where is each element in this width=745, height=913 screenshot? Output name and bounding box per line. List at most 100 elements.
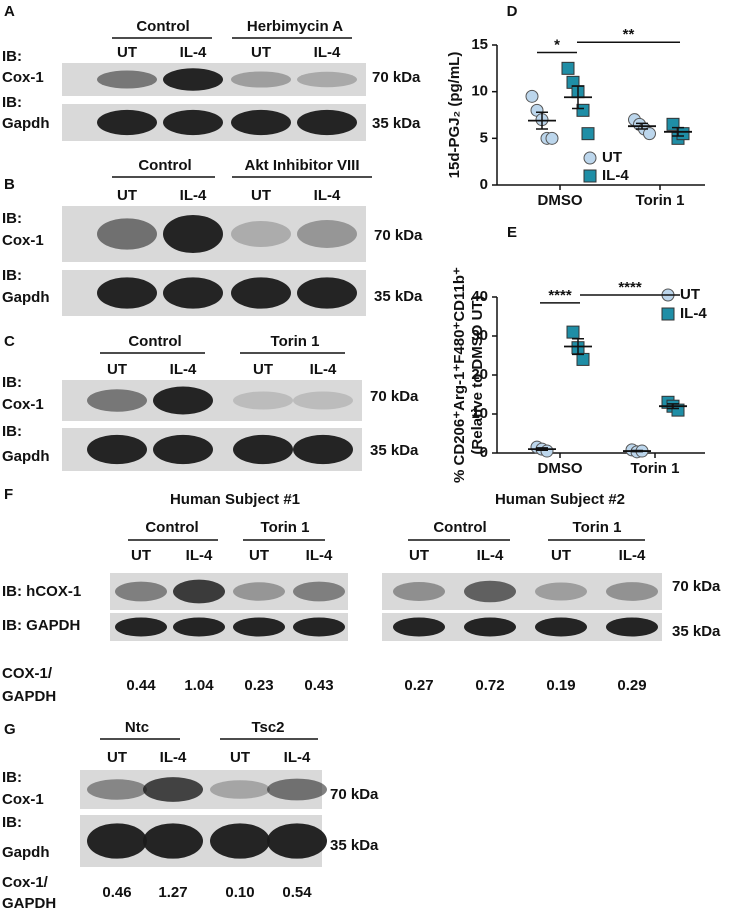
y-tick-label: 10 — [471, 405, 488, 422]
group-label: Control — [136, 18, 189, 35]
lane-label: IL-4 — [186, 547, 213, 564]
y-axis-sublabel: (Relative to DMSO UT) — [469, 295, 486, 454]
group-label: Tsc2 — [251, 719, 284, 736]
band — [464, 580, 516, 603]
band — [97, 70, 157, 89]
lane-label: UT — [253, 361, 273, 378]
y-tick-label: 15 — [471, 36, 488, 53]
y-tick-label: 5 — [480, 129, 488, 146]
blot — [382, 573, 662, 610]
panel-label: G — [4, 721, 16, 738]
error-bar — [572, 85, 584, 110]
row-label: IB: GAPDH — [2, 617, 80, 634]
group-label: Control — [433, 519, 486, 536]
ratio-value: 0.43 — [304, 677, 333, 694]
size-label: 70 kDa — [672, 578, 721, 595]
protein-label: Gapdh — [2, 844, 50, 861]
x-tick-label: Torin 1 — [631, 460, 680, 477]
group-label: Torin 1 — [573, 519, 622, 536]
band — [233, 434, 293, 465]
band — [535, 617, 587, 637]
group-label: Control — [145, 519, 198, 536]
band — [173, 617, 225, 637]
band — [393, 582, 445, 601]
band — [606, 617, 658, 637]
ratio-value: 0.44 — [126, 677, 156, 694]
band — [115, 617, 167, 637]
row-label: IB: hCOX-1 — [2, 583, 81, 600]
data-point — [561, 61, 575, 75]
ib-label: IB: — [2, 48, 22, 65]
data-point — [545, 131, 559, 145]
band — [231, 221, 291, 247]
band — [210, 823, 270, 859]
significance-label: **** — [548, 287, 572, 304]
data-point — [581, 127, 595, 141]
lane-label: IL-4 — [180, 44, 207, 61]
lane-label: IL-4 — [314, 187, 341, 204]
lane-label: IL-4 — [306, 547, 333, 564]
lane-label: IL-4 — [477, 547, 504, 564]
ratio-value: 0.19 — [546, 677, 575, 694]
data-point — [643, 127, 656, 141]
size-label: 35 kDa — [370, 442, 419, 459]
panel-label: C — [4, 333, 15, 350]
band — [87, 389, 147, 412]
error-bar — [536, 447, 548, 452]
size-label: 70 kDa — [370, 388, 419, 405]
panel-label: D — [507, 3, 518, 20]
y-tick-label: 0 — [480, 176, 488, 193]
y-tick-label: 20 — [471, 366, 488, 383]
ratio-value: 1.27 — [158, 884, 187, 901]
band — [153, 386, 213, 415]
band — [233, 582, 285, 601]
protein-label: Gapdh — [2, 115, 50, 132]
band — [231, 71, 291, 88]
size-label: 35 kDa — [372, 115, 421, 132]
protein-label: Cox-1 — [2, 69, 44, 86]
protein-label: Cox-1 — [2, 791, 44, 808]
band — [163, 68, 223, 91]
band — [231, 109, 291, 136]
legend-marker — [661, 307, 675, 321]
lane-label: UT — [251, 44, 271, 61]
band — [143, 777, 203, 802]
blot — [110, 573, 348, 610]
ib-label: IB: — [2, 374, 22, 391]
protein-label: Cox-1 — [2, 232, 44, 249]
x-tick-label: DMSO — [538, 460, 583, 477]
lane-label: UT — [409, 547, 429, 564]
data-point — [525, 89, 539, 103]
band — [233, 617, 285, 637]
lane-label: IL-4 — [180, 187, 207, 204]
group-label: Ntc — [125, 719, 149, 736]
legend-label: UT — [602, 149, 622, 166]
lane-label: IL-4 — [160, 749, 187, 766]
protein-label: Gapdh — [2, 289, 50, 306]
lane-label: IL-4 — [284, 749, 311, 766]
band — [606, 582, 658, 601]
subject-title: Human Subject #1 — [170, 491, 300, 508]
size-label: 70 kDa — [374, 227, 423, 244]
size-label: 35 kDa — [374, 288, 423, 305]
data-point — [576, 103, 590, 117]
error-bar — [572, 337, 584, 356]
data-point — [576, 352, 590, 366]
ratio-value: 0.72 — [475, 677, 504, 694]
protein-label: Cox-1 — [2, 396, 44, 413]
ratio-label: COX-1/ — [2, 665, 53, 682]
band — [163, 214, 223, 254]
y-axis-label: 15d-PGJ₂ (pg/mL) — [446, 52, 463, 179]
band — [97, 218, 157, 250]
ratio-label: GAPDH — [2, 895, 56, 912]
size-label: 70 kDa — [372, 69, 421, 86]
band — [115, 581, 167, 602]
lane-label: UT — [107, 749, 127, 766]
group-label: Control — [138, 157, 191, 174]
band — [163, 109, 223, 136]
band — [293, 434, 353, 465]
panel-label: E — [507, 224, 517, 241]
y-tick-label: 0 — [480, 444, 488, 461]
ratio-value: 1.04 — [184, 677, 214, 694]
